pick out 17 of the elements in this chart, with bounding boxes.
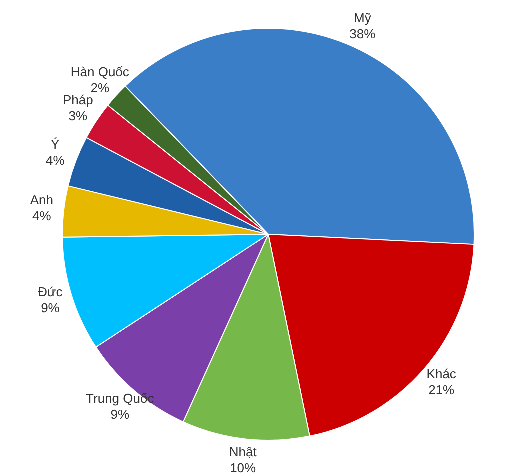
data-label: 10% xyxy=(230,460,257,473)
data-label: 21% xyxy=(428,382,456,398)
slice-label: Pháp xyxy=(62,92,94,108)
slice-label: Đức xyxy=(38,284,64,300)
data-label: 9% xyxy=(41,300,60,316)
slice-label: Mỹ xyxy=(354,10,372,26)
data-label: 2% xyxy=(90,80,110,96)
slice-label: Hàn Quốc xyxy=(70,64,130,80)
data-label: 38% xyxy=(350,26,376,42)
data-label: 4% xyxy=(46,153,66,168)
data-label: 4% xyxy=(32,208,52,224)
slice-label: Ý xyxy=(51,137,60,152)
slice-label: Nhật xyxy=(229,444,258,460)
data-label: 3% xyxy=(68,108,88,124)
slice-label: Anh xyxy=(30,192,54,208)
slice-label: Khác xyxy=(426,366,457,382)
data-label: 9% xyxy=(110,407,130,422)
